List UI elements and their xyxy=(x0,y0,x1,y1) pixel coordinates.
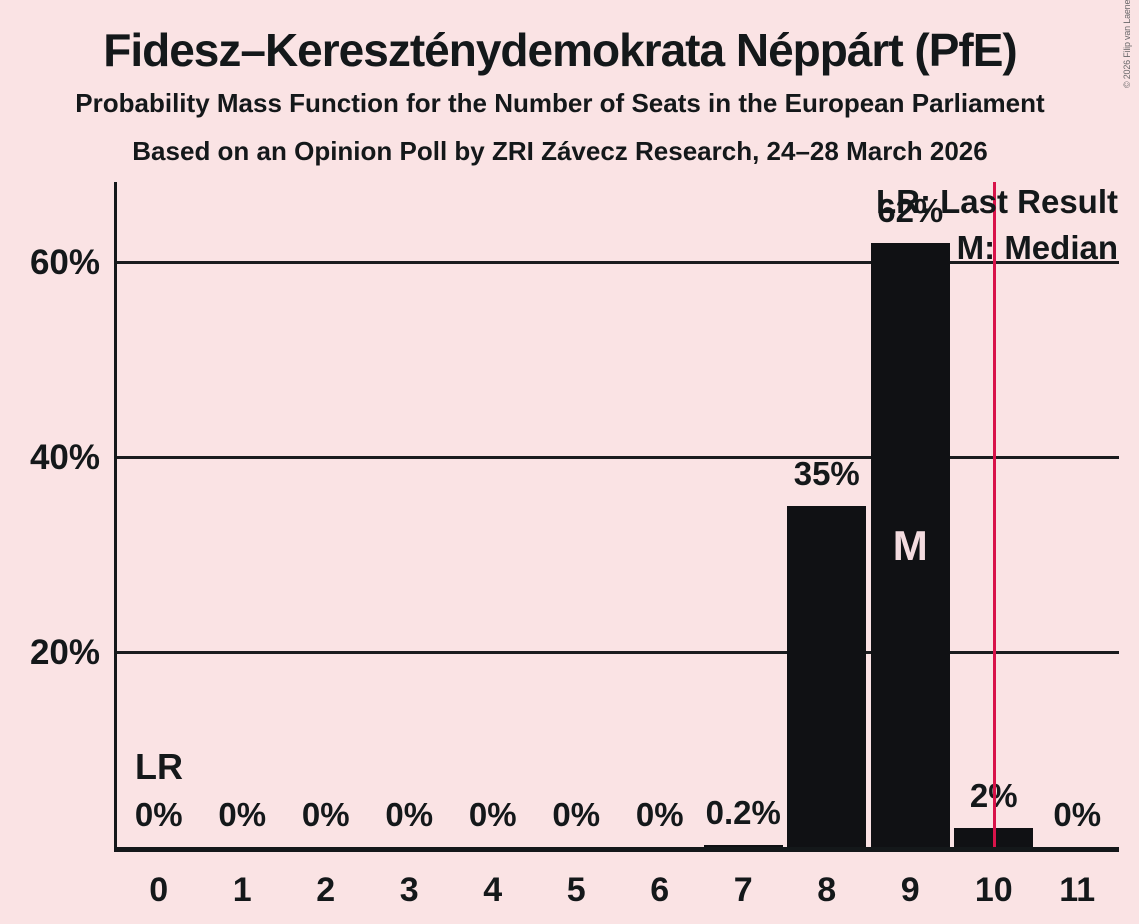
bar-value-label-2: 0% xyxy=(301,796,350,833)
bar-value-label-7: 0.2% xyxy=(705,794,781,832)
chart-subtitle-poll: Based on an Opinion Poll by ZRI Závecz R… xyxy=(132,136,988,166)
last-result-line xyxy=(992,182,996,847)
bar-value-label-6: 0% xyxy=(635,796,684,833)
x-axis-line xyxy=(114,847,1119,852)
y-axis-label-60%: 60% xyxy=(29,243,100,282)
x-axis-label-4: 4 xyxy=(483,871,503,909)
bar-value-label-8: 35% xyxy=(793,454,860,492)
bar-value-label-11: 0% xyxy=(1053,796,1102,833)
median-annotation: M xyxy=(892,522,928,569)
x-axis-label-2: 2 xyxy=(316,871,336,909)
x-axis-label-0: 0 xyxy=(149,871,169,909)
y-axis-label-20%: 20% xyxy=(29,633,100,672)
bar-value-label-4: 0% xyxy=(468,796,517,833)
x-axis-label-3: 3 xyxy=(399,871,419,909)
major-gridline-40% xyxy=(117,456,1119,459)
bar-seats-9 xyxy=(870,242,950,847)
x-axis-label-7: 7 xyxy=(733,871,753,909)
x-axis-label-11: 11 xyxy=(1059,871,1096,909)
x-axis-label-5: 5 xyxy=(566,871,586,909)
x-axis-label-9: 9 xyxy=(900,871,920,909)
chart-subtitle-pmf: Probability Mass Function for the Number… xyxy=(75,88,1045,118)
minor-gridline-50pct xyxy=(117,359,1119,362)
minor-gridline-30pct xyxy=(117,554,1119,557)
bar-seats-8 xyxy=(787,505,867,847)
bar-value-label-5: 0% xyxy=(552,796,601,833)
major-gridline-20% xyxy=(117,651,1119,654)
minor-gridline-10pct xyxy=(117,749,1119,752)
y-axis-line xyxy=(114,182,117,852)
x-axis-label-6: 6 xyxy=(650,871,670,909)
x-axis-label-1: 1 xyxy=(232,871,252,909)
bar-value-label-9: 62% xyxy=(877,191,944,229)
bar-value-label-0: 0% xyxy=(134,796,183,833)
y-axis-label-40%: 40% xyxy=(29,438,100,477)
bar-value-label-1: 0% xyxy=(218,796,267,833)
x-axis-label-8: 8 xyxy=(817,871,837,909)
bar-seats-7 xyxy=(703,845,783,847)
legend-median: M: Median xyxy=(956,229,1118,266)
copyright-notice: © 2026 Filip van Laenen xyxy=(1122,0,1132,88)
major-gridline-60% xyxy=(117,261,1119,264)
bar-value-label-3: 0% xyxy=(385,796,434,833)
legend-last-result: LR: Last Result xyxy=(875,183,1118,220)
page-title: Fidesz–Kereszténydemokrata Néppárt (PfE) xyxy=(103,24,1018,76)
lr-annotation: LR xyxy=(135,746,183,787)
x-axis-label-10: 10 xyxy=(974,871,1013,909)
